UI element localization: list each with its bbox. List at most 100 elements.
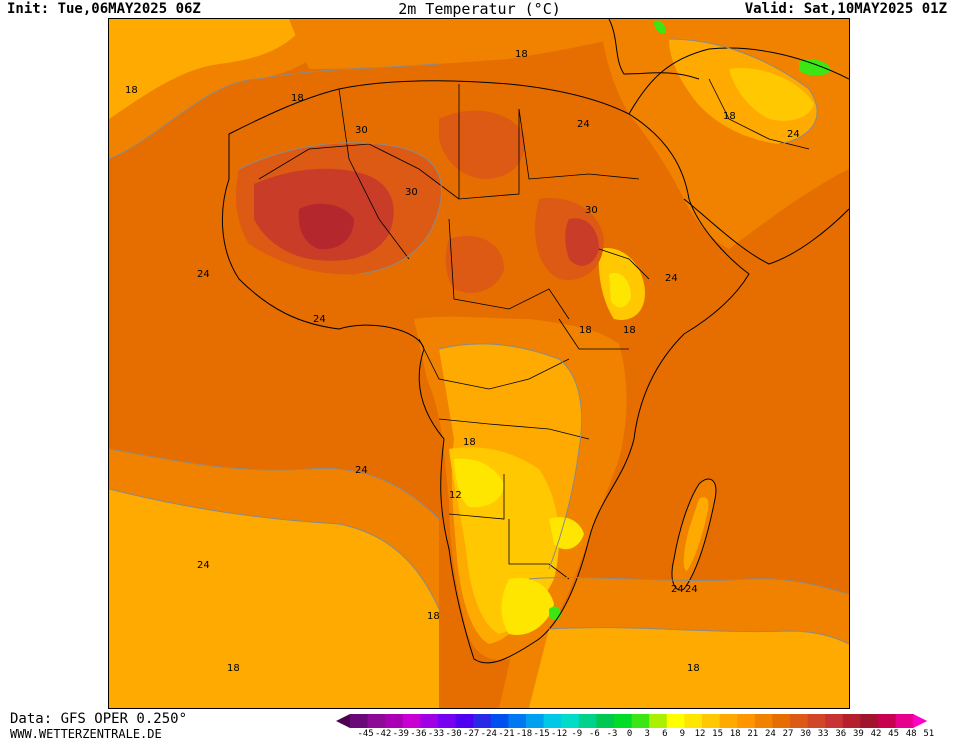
contour-label: 24 <box>665 273 678 284</box>
contour-label: 24 <box>313 314 326 325</box>
scale-tick-label: 48 <box>905 729 917 739</box>
borders-layer <box>258 78 810 580</box>
scale-tick-label: 15 <box>712 729 724 739</box>
contour-label: 18 <box>515 49 528 60</box>
sahel-chad-27 <box>445 235 504 293</box>
scale-tick-label: -39 <box>392 729 409 739</box>
contour-label: 18 <box>723 111 736 122</box>
contour-label: 30 <box>405 187 418 198</box>
color-scale-ticks: -45 -42 -39 -36 -33 -30 -27 -24 -21 -18 -15 -12 -9 -6… <box>338 729 958 741</box>
scale-arrow-low <box>336 714 350 728</box>
scale-swatch <box>790 714 809 728</box>
scale-tick-label: 39 <box>852 729 864 739</box>
contour-label: 24 <box>671 584 684 595</box>
scale-tick-label: 21 <box>747 729 759 739</box>
border-line <box>438 418 590 440</box>
europe-coastline <box>608 19 700 80</box>
contour-label: 30 <box>585 205 598 216</box>
border-line <box>418 338 570 390</box>
scale-swatch <box>649 714 668 728</box>
map-title: 2m Temperatur (°C) <box>398 0 561 18</box>
scale-swatch <box>702 714 721 728</box>
init-time: Init: Tue,06MAY2025 06Z <box>7 1 201 17</box>
scale-swatch <box>455 714 474 728</box>
scale-tick-label: 33 <box>817 729 829 739</box>
arabia-coastline <box>683 198 849 265</box>
valid-time: Valid: Sat,10MAY2025 01Z <box>744 1 947 17</box>
ethiopian-highlands-12 <box>609 272 631 308</box>
mediterranean-coastline <box>628 47 849 115</box>
border-line <box>508 519 570 580</box>
scale-swatch <box>420 714 439 728</box>
contour-label: 24 <box>197 269 210 280</box>
scale-tick-label: -9 <box>571 729 583 739</box>
madagascar-18 <box>683 497 709 571</box>
site-url[interactable]: WWW.WETTERZENTRALE.DE <box>10 727 162 741</box>
isotherm-line <box>109 488 440 610</box>
scale-tick-label: -30 <box>445 729 462 739</box>
scale-swatch <box>438 714 457 728</box>
scale-tick-label: -33 <box>427 729 445 739</box>
land-12-zone-east <box>549 517 584 550</box>
isotherm-line <box>238 142 442 275</box>
scale-swatch <box>895 714 914 728</box>
color-scale-bar <box>336 714 928 728</box>
middle-east-15 <box>729 68 814 121</box>
scale-arrow-high <box>913 714 928 728</box>
scale-tick-label: 3 <box>644 729 650 739</box>
scale-swatch <box>614 714 633 728</box>
contour-label: 12 <box>449 490 462 501</box>
data-source: Data: GFS OPER 0.250° <box>10 711 188 727</box>
contour-label: 18 <box>623 325 636 336</box>
border-line <box>598 248 650 280</box>
contour-label: 18 <box>687 663 700 674</box>
border-line <box>708 78 810 150</box>
scale-tick-label: 30 <box>800 729 812 739</box>
africa-coastline <box>222 80 750 664</box>
sudan-30 <box>565 218 599 266</box>
contour-label: 24 <box>685 584 698 595</box>
mediterranean-21 <box>289 19 669 69</box>
contour-label: 24 <box>787 129 800 140</box>
scale-tick-label: -27 <box>463 729 480 739</box>
scale-tick-label: -6 <box>588 729 600 739</box>
isotherm-line <box>668 38 818 145</box>
ocean-18-south-east <box>529 627 849 708</box>
scale-swatch <box>878 714 897 728</box>
turkey-cool-spot <box>654 20 666 34</box>
scale-swatch <box>490 714 509 728</box>
scale-swatch <box>825 714 844 728</box>
scale-swatch <box>684 714 703 728</box>
madagascar-coastline <box>671 478 717 591</box>
scale-tick-label: -42 <box>375 729 392 739</box>
land-12-zone-south <box>501 577 554 635</box>
contour-label: 18 <box>125 85 138 96</box>
scale-tick-label: -15 <box>533 729 550 739</box>
scale-swatch <box>596 714 615 728</box>
border-line <box>448 218 570 320</box>
scale-tick-label: -12 <box>551 729 568 739</box>
scale-tick-label: 0 <box>626 729 633 739</box>
contour-label: 24 <box>355 465 368 476</box>
scale-swatch <box>666 714 685 728</box>
scale-swatch <box>543 714 562 728</box>
contour-label: 24 <box>577 119 590 130</box>
scale-swatch <box>350 714 369 728</box>
scale-tick-label: 36 <box>835 729 847 739</box>
scale-tick-label: 51 <box>923 729 935 739</box>
scale-tick-label: -36 <box>410 729 427 739</box>
contour-label: 18 <box>463 437 476 448</box>
scale-tick-label: 6 <box>662 729 668 739</box>
scale-tick-label: 9 <box>679 729 686 739</box>
scale-swatch <box>631 714 650 728</box>
scale-tick-label: -18 <box>515 729 533 739</box>
scale-swatch <box>367 714 386 728</box>
scale-swatch <box>860 714 879 728</box>
temperature-map[interactable]: 18 18 18 30 30 24 18 24 24 30 24 18 18 1… <box>108 18 850 709</box>
ocean-18-south-west <box>109 489 439 708</box>
border-line <box>458 84 520 200</box>
scale-swatch <box>402 714 421 728</box>
scale-tick-label: 45 <box>888 729 900 739</box>
scale-swatch <box>473 714 492 728</box>
sahara-central-27 <box>439 110 525 179</box>
